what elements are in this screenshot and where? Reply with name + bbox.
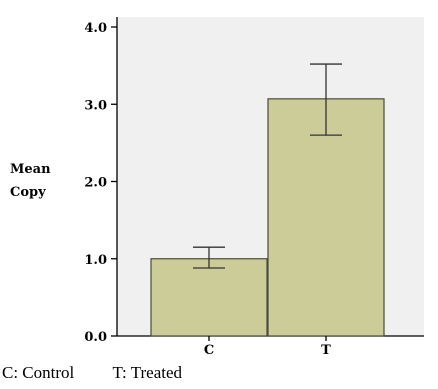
y-axis-label: Mean Copy: [10, 162, 51, 200]
category-legend: C: Control T: Treated: [0, 363, 438, 385]
y-tick-label: 4.0: [84, 21, 107, 36]
y-tick-label: 2.0: [84, 176, 107, 191]
y-axis-label-line-1: Mean: [10, 162, 51, 177]
bar-C: [150, 258, 268, 337]
legend-treated: T: Treated: [112, 363, 183, 382]
x-tick-label-C: C: [204, 343, 214, 358]
y-tick-label: 3.0: [84, 98, 107, 113]
legend-control: C: Control: [2, 363, 75, 382]
y-tick-label: 0.0: [84, 330, 107, 345]
bar-T: [267, 98, 385, 337]
y-tick-label: 1.0: [84, 253, 107, 268]
y-axis-label-line-2: Copy: [10, 185, 46, 200]
x-tick-label-T: T: [321, 343, 331, 358]
